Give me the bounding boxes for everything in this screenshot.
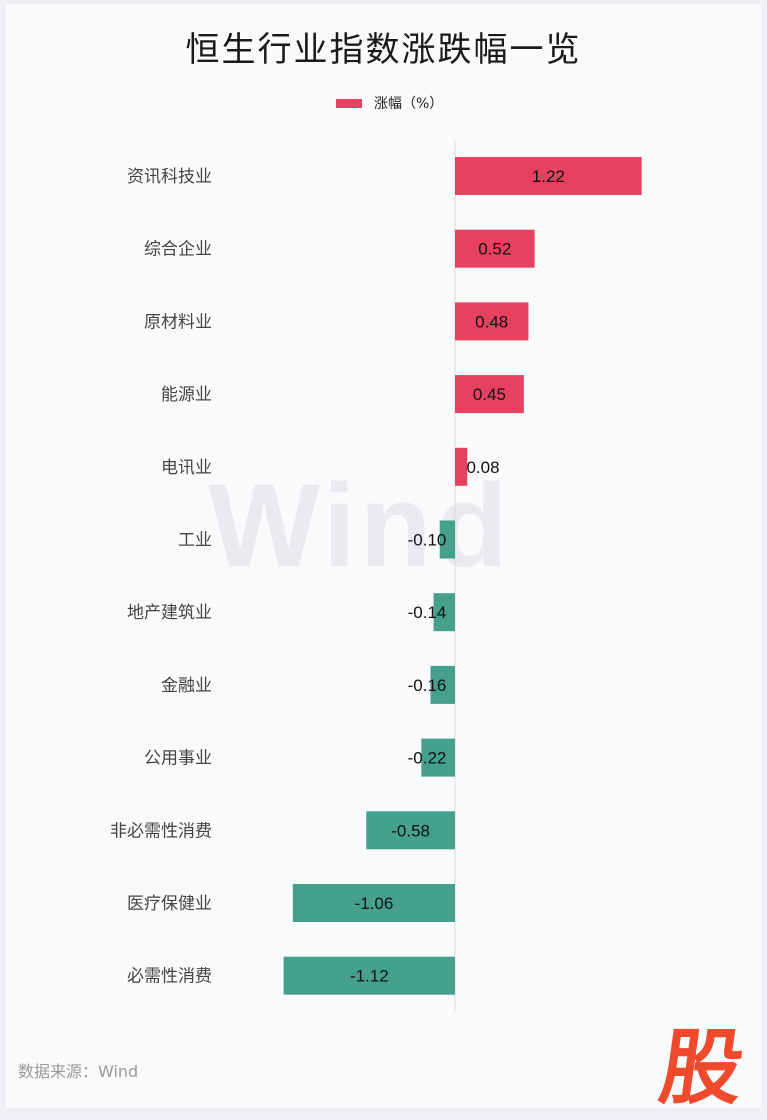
category-label: 非必需性消费 [110, 821, 212, 841]
chart-title: 恒生行业指数涨跌幅一览 [185, 30, 582, 70]
data-label: 0.48 [475, 312, 508, 331]
category-label: 地产建筑业 [127, 603, 212, 623]
bar [455, 375, 524, 414]
data-label: 1.22 [532, 167, 565, 186]
logo-icon: 股 [654, 1020, 750, 1116]
category-label: 电讯业 [161, 458, 212, 478]
bar [433, 593, 455, 632]
data-label: -0.22 [408, 749, 447, 768]
category-label: 必需性消费 [127, 967, 212, 987]
category-label: 资讯科技业 [127, 167, 212, 187]
category-label: 综合企业 [144, 240, 212, 260]
data-label: -0.10 [408, 531, 447, 550]
bar [455, 157, 642, 195]
data-source: 数据来源：Wind [18, 1062, 139, 1081]
bar [439, 520, 455, 559]
bar [366, 811, 455, 850]
category-label: 原材料业 [144, 312, 212, 332]
bar [455, 229, 535, 268]
legend-swatch [336, 98, 362, 108]
legend: 涨幅（%） [336, 92, 443, 114]
data-label: -0.58 [391, 821, 430, 840]
bar [430, 665, 455, 704]
data-label: -1.12 [350, 967, 389, 986]
data-label: -0.16 [408, 676, 447, 695]
category-label: 能源业 [161, 385, 212, 405]
data-label: 0.45 [473, 385, 506, 404]
data-label: -0.14 [408, 603, 447, 622]
category-label: 医疗保健业 [127, 894, 212, 914]
bar [421, 738, 455, 777]
bar [455, 447, 468, 486]
category-label: 工业 [178, 531, 212, 551]
data-label: 0.08 [466, 458, 499, 477]
data-label: -1.06 [355, 894, 394, 913]
bar [292, 884, 455, 922]
category-label: 公用事业 [144, 749, 212, 769]
legend-label: 涨幅（%） [374, 96, 444, 112]
data-label: 0.52 [478, 240, 511, 259]
bar [283, 956, 455, 995]
category-label: 金融业 [161, 676, 212, 696]
bar [455, 302, 529, 341]
